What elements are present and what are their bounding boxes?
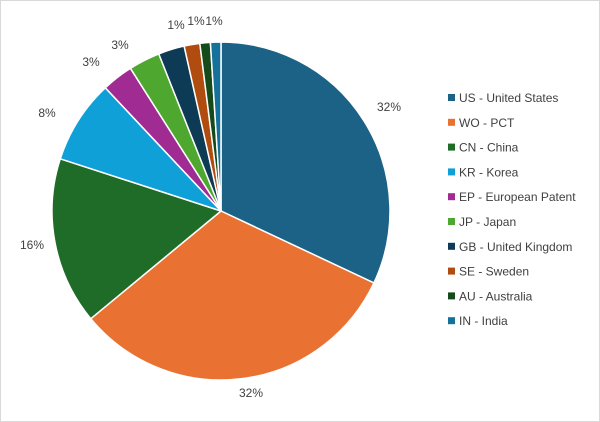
pie-slice: [89, 210, 375, 381]
pie-slice: [209, 41, 222, 212]
legend-label: CN - China: [459, 141, 519, 155]
legend-swatch: [448, 317, 455, 325]
legend-label: WO - PCT: [459, 116, 515, 130]
pie-data-label: 32%: [239, 386, 263, 400]
legend-swatch: [448, 218, 455, 225]
legend-label: EP - European Patent: [459, 190, 576, 204]
pie-data-label: 8%: [38, 106, 56, 120]
legend-swatch: [448, 193, 455, 201]
pie-data-label: 1%: [187, 14, 205, 28]
legend-label: AU - Australia: [459, 289, 533, 303]
pie-data-label: 32%: [377, 100, 401, 114]
legend: US - United States WO - PCT CN - China KR -…: [448, 91, 576, 328]
pie-data-label: 3%: [111, 38, 129, 52]
pie-slice: [51, 157, 223, 320]
legend-label: SE - Sweden: [459, 265, 529, 279]
legend-label: JP - Japan: [459, 215, 516, 229]
legend-label: KR - Korea: [459, 165, 519, 179]
legend-swatch: [448, 168, 455, 176]
pie-data-label: 1%: [205, 14, 223, 28]
legend-swatch: [448, 242, 455, 250]
legend-swatch: [448, 118, 455, 126]
legend-swatch: [448, 94, 455, 101]
legend-label: US - United States: [459, 91, 558, 105]
legend-swatch: [448, 292, 455, 300]
legend-label: GB - United Kingdom: [459, 240, 572, 254]
legend-swatch: [448, 267, 455, 275]
pie-slices: [51, 41, 391, 381]
pie-data-labels: 32%32%16%8%3%3%1% 1% 1%: [20, 14, 401, 400]
pie-data-label: 1%: [167, 18, 185, 32]
pie-data-label: 3%: [82, 55, 100, 69]
pie-data-label: 16%: [20, 238, 44, 252]
legend-label: IN - India: [459, 314, 508, 328]
pie-slice: [220, 41, 391, 284]
legend-swatch: [448, 143, 455, 151]
